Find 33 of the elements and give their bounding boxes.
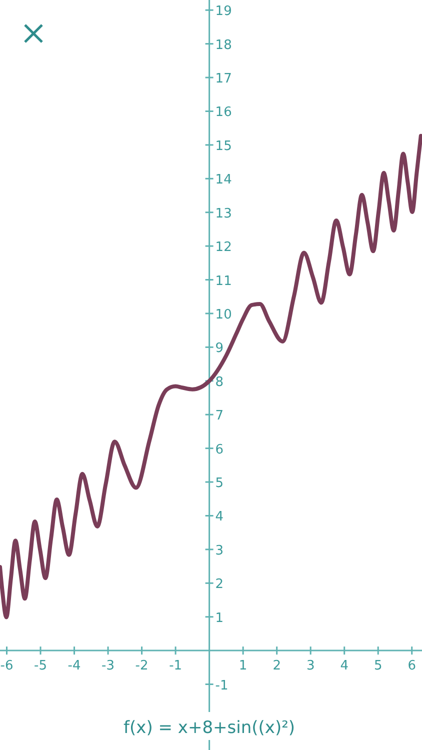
x-tick-label: 6 [408,658,416,674]
x-tick-label: -6 [0,658,14,674]
x-tick-label: 1 [238,658,248,674]
y-tick-label: -1 [215,678,228,694]
y-tick-label: 16 [215,105,232,120]
x-tick-label: 3 [306,658,315,674]
y-tick-label: 12 [215,240,232,256]
y-tick-label: 9 [215,341,224,356]
x-tick-label: 5 [374,658,382,674]
y-tick-label: 15 [215,138,232,154]
y-tick-label: 10 [215,307,232,322]
y-tick-label: 19 [215,4,232,20]
x-axis-title: f(x) = x+8+sin((x)²) [124,718,296,738]
y-tick-label: 3 [215,543,224,558]
y-tick-label: 5 [215,476,224,492]
x-tick-label: -4 [68,658,81,674]
y-tick-label: 2 [215,577,224,592]
x-tick-label: -3 [102,658,115,674]
x-tick-label: 2 [272,658,281,674]
y-tick-label: 11 [215,274,232,289]
x-tick-label: 4 [340,658,348,674]
y-tick-label: 18 [215,38,232,53]
y-tick-label: 13 [215,206,232,222]
y-tick-label: 8 [215,374,224,390]
y-tick-label: 1 [215,610,224,626]
y-tick-label: 17 [215,72,232,87]
y-tick-label: 14 [215,172,232,188]
y-tick-label: 4 [215,510,224,525]
x-tick-label: -5 [34,658,47,674]
x-tick-label: -1 [169,658,182,674]
y-tick-label: 7 [215,408,224,424]
x-tick-label: -2 [135,658,148,674]
y-tick-label: 6 [215,442,224,458]
